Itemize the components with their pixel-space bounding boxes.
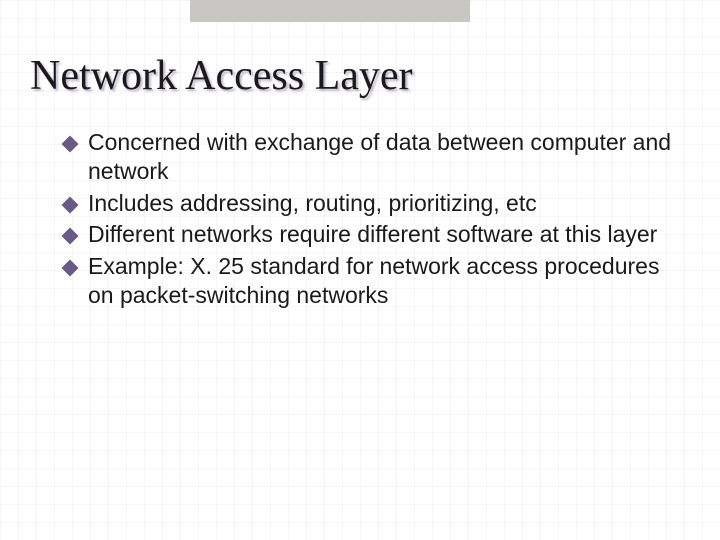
diamond-bullet-icon [62,259,79,276]
diamond-bullet-icon [62,136,79,153]
list-item: Example: X. 25 standard for network acce… [64,252,680,311]
list-item: Includes addressing, routing, prioritizi… [64,189,680,218]
diamond-bullet-icon [62,196,79,213]
list-item: Different networks require different sof… [64,220,680,249]
bullet-text: Concerned with exchange of data between … [88,129,671,184]
diamond-bullet-icon [62,228,79,245]
list-item: Concerned with exchange of data between … [64,128,680,187]
bullet-text: Example: X. 25 standard for network acce… [88,253,659,308]
bullet-text: Includes addressing, routing, prioritizi… [88,190,537,216]
bullet-text: Different networks require different sof… [88,221,657,247]
slide-content: Network Access Layer Concerned with exch… [0,0,720,540]
slide-bullet-list: Concerned with exchange of data between … [40,128,680,311]
slide-title: Network Access Layer [30,52,680,100]
